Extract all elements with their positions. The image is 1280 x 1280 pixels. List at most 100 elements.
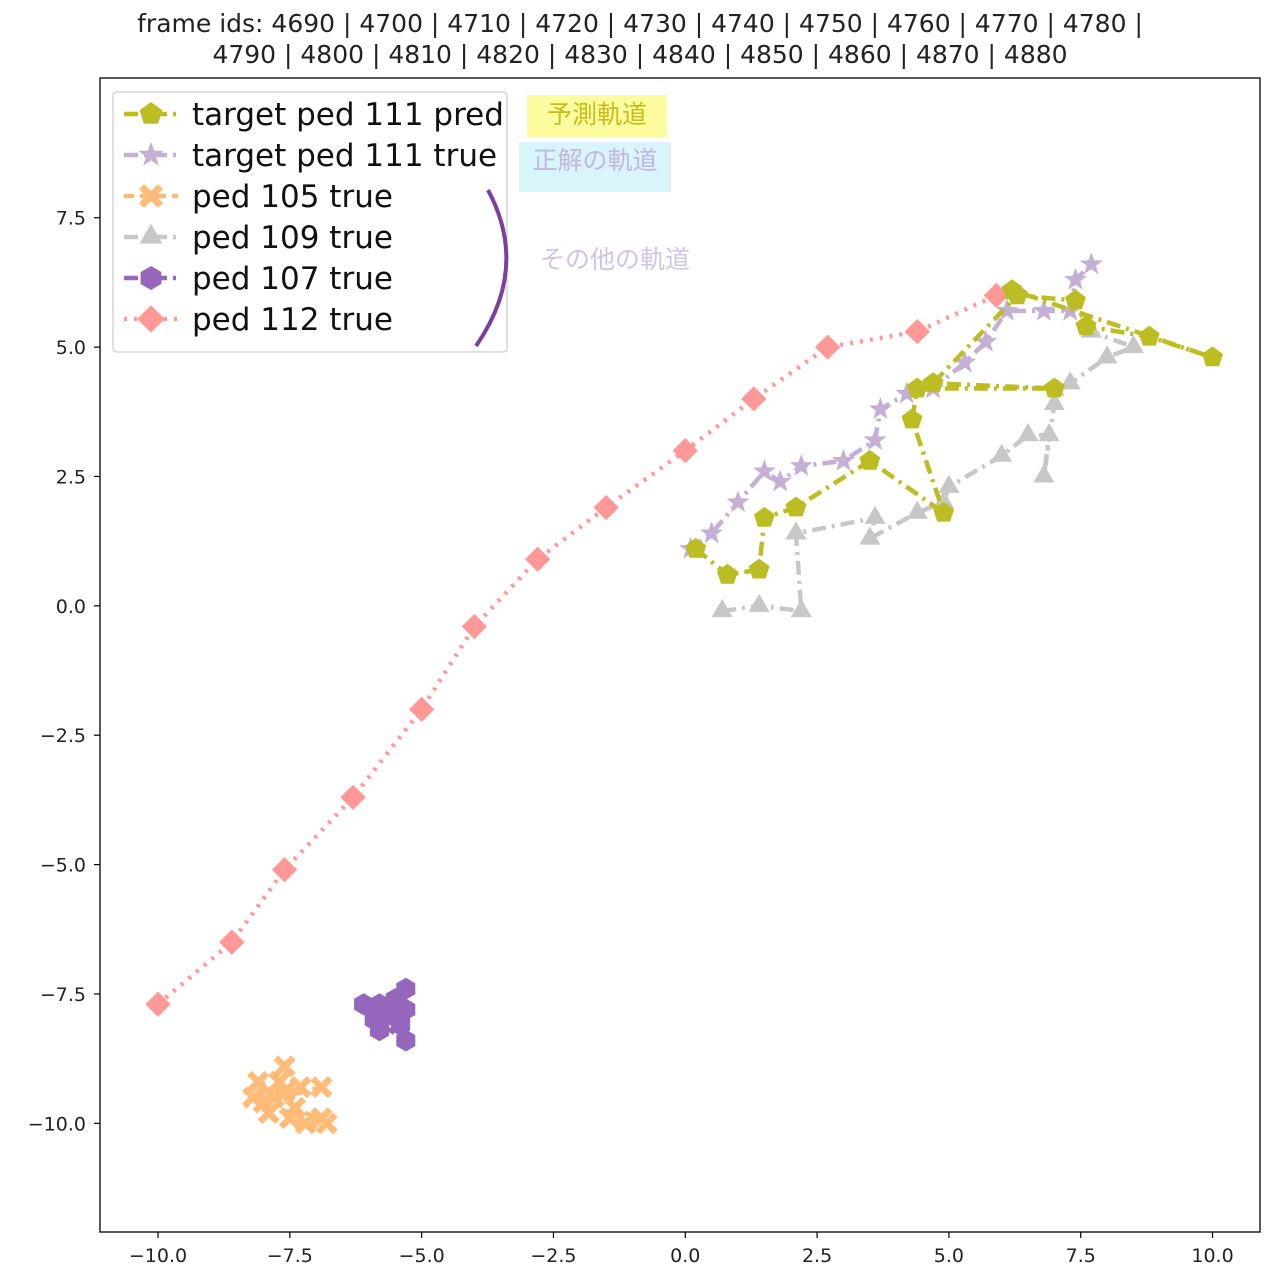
data-point: [741, 386, 767, 412]
data-point: [271, 857, 298, 883]
chart-title-line-1: frame ids: 4690 | 4700 | 4710 | 4720 | 4…: [137, 9, 1143, 38]
data-point: [717, 563, 738, 584]
pred-trajectory-note: 予測軌道: [527, 95, 667, 137]
data-point: [785, 496, 807, 517]
data-point: [315, 1112, 338, 1135]
data-point: [340, 784, 366, 810]
legend-marker: [139, 223, 163, 244]
data-point: [278, 1107, 301, 1130]
data-point: [859, 526, 881, 545]
data-point: [1043, 391, 1065, 411]
y-tick-label: −2.5: [40, 725, 86, 747]
legend-frame: [112, 91, 508, 353]
data-point: [354, 993, 374, 1016]
x-tick-label: −2.5: [530, 1245, 576, 1267]
data-point: [672, 437, 698, 464]
data-point: [1075, 315, 1097, 336]
data-point: [408, 696, 435, 722]
data-point: [831, 448, 855, 471]
data-point: [391, 1008, 411, 1031]
data-point: [748, 593, 770, 612]
data-point: [906, 377, 928, 398]
data-point: [257, 1101, 280, 1124]
series-line: [721, 329, 1140, 614]
data-point: [1096, 345, 1118, 364]
legend: target ped 111 pred target ped 111 true pe…: [112, 91, 509, 353]
y-tick-label: −10.0: [28, 1113, 86, 1135]
legend-label: ped 107 true: [192, 261, 393, 297]
data-point: [685, 537, 707, 558]
data-point: [953, 350, 977, 373]
data-point: [1202, 346, 1223, 367]
chart-title: frame ids: 4690 | 4700 | 4710 | 4720 | 4…: [0, 8, 1280, 70]
y-tick-label: 2.5: [56, 466, 86, 488]
data-point: [524, 546, 551, 572]
data-point: [1138, 325, 1160, 346]
data-point: [790, 598, 812, 618]
data-point: [1123, 335, 1144, 354]
x-tick-label: −5.0: [399, 1245, 445, 1267]
data-point: [863, 428, 887, 450]
data-point: [247, 1070, 270, 1093]
data-point: [273, 1055, 296, 1078]
legend-marker: [139, 102, 163, 124]
data-point: [310, 1076, 333, 1099]
data-point: [294, 1112, 317, 1135]
x-tick-label: 5.0: [934, 1245, 964, 1267]
data-point: [1063, 267, 1087, 290]
data-point: [868, 397, 892, 419]
other-trajectories-bracket: [474, 189, 509, 348]
data-point: [711, 598, 733, 618]
x-tick-label: 10.0: [1191, 1245, 1233, 1267]
data-point: [748, 558, 770, 579]
chart-title-line-2: 4790 | 4800 | 4810 | 4820 | 4830 | 4840 …: [212, 40, 1068, 69]
data-point: [1079, 252, 1103, 275]
data-point: [938, 474, 960, 493]
series-ped-112-true: [145, 282, 1010, 1017]
legend-label: ped 105 true: [192, 179, 393, 215]
data-point: [1038, 423, 1060, 442]
x-tick-label: −10.0: [129, 1245, 187, 1267]
data-point: [904, 318, 930, 345]
series-layer: [145, 252, 1223, 1135]
data-point: [974, 329, 998, 352]
data-point: [369, 993, 389, 1016]
data-point: [814, 334, 841, 360]
x-tick-label: 7.5: [1066, 1245, 1096, 1267]
legend-marker: [138, 141, 164, 166]
y-tick-label: −5.0: [40, 855, 86, 877]
data-point: [906, 500, 928, 519]
series-line: [694, 288, 1214, 578]
true-trajectory-note: 正解の軌道: [519, 142, 671, 192]
series-ped-109-true: [711, 319, 1144, 618]
data-point: [922, 372, 944, 393]
data-point: [768, 469, 792, 492]
data-point: [219, 929, 245, 955]
data-point: [752, 459, 776, 482]
x-tick-label: 2.5: [802, 1245, 832, 1267]
data-point: [933, 490, 955, 509]
data-point: [1033, 464, 1055, 483]
data-point: [901, 408, 923, 429]
data-point: [252, 1091, 275, 1114]
data-point: [991, 443, 1013, 462]
y-tick-label: 0.0: [56, 596, 86, 618]
data-point: [273, 1081, 296, 1104]
data-point: [1001, 279, 1023, 300]
y-tick-label: 7.5: [56, 208, 86, 230]
x-tick-label: 0.0: [670, 1245, 700, 1267]
data-point: [1058, 298, 1082, 321]
data-point: [753, 506, 775, 527]
plot-frame: [99, 77, 1261, 1233]
data-point: [284, 1096, 307, 1119]
series-ped-105-true: [241, 1055, 338, 1135]
data-point: [726, 490, 750, 513]
y-tick-label: 5.0: [56, 337, 86, 359]
data-point: [268, 1070, 291, 1093]
data-point: [241, 1086, 264, 1109]
data-point: [593, 494, 619, 521]
data-point: [995, 298, 1019, 321]
data-point: [1059, 371, 1081, 390]
data-point: [700, 521, 724, 544]
